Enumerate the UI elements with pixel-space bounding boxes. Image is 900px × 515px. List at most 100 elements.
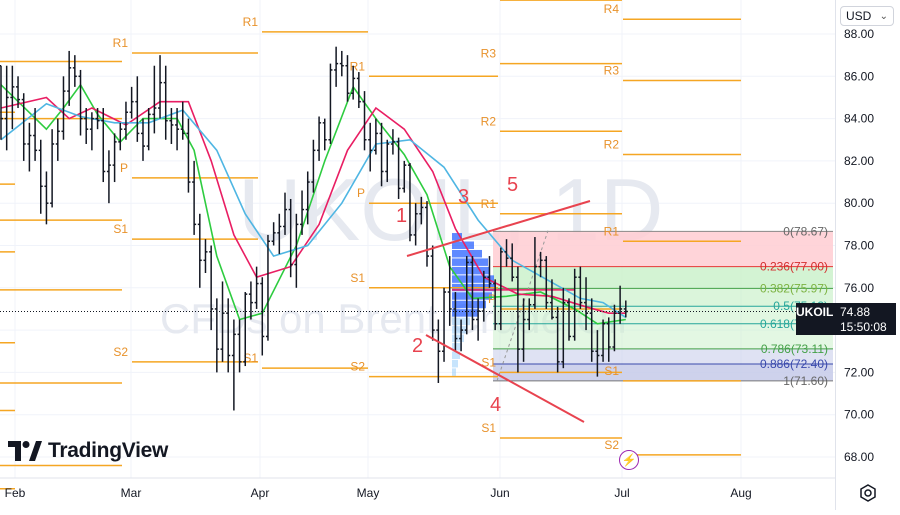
fib-zone (493, 231, 833, 267)
price-tick-label: 78.00 (844, 239, 874, 253)
ohlc-bar (584, 277, 589, 331)
lightning-icon[interactable]: ⚡ (619, 450, 639, 470)
volume-bar (452, 258, 488, 266)
fib-level-label: 0(78.67) (783, 224, 828, 238)
ohlc-bar (544, 256, 549, 309)
ohlc-bar (436, 319, 441, 383)
ohlc-bar (351, 65, 356, 100)
ohlc-bar (214, 298, 219, 373)
ohlc-bar (288, 198, 293, 278)
fib-trend-line (496, 230, 549, 382)
volume-bar (452, 249, 482, 258)
wave-label: 5 (507, 174, 518, 196)
ohlc-bar (271, 222, 276, 246)
ohlc-bar (311, 139, 316, 193)
logo-text: TradingView (48, 439, 169, 462)
ohlc-bar (21, 93, 26, 161)
ohlc-bar (78, 69, 83, 136)
ohlc-bar (67, 50, 72, 106)
price-tick-label: 76.00 (844, 281, 874, 295)
ohlc-bar (231, 319, 236, 411)
settings-icon[interactable] (858, 483, 878, 503)
ohlc-bar (527, 298, 532, 331)
ohlc-bar (123, 101, 128, 140)
ohlc-bar (368, 122, 373, 172)
ohlc-bar (317, 116, 322, 161)
ohlc-bar (470, 256, 475, 331)
ohlc-bar (487, 256, 492, 288)
ohlc-bar (453, 292, 458, 352)
wave-label: 3 (458, 186, 469, 208)
ohlc-bar (385, 139, 390, 183)
volume-bar (452, 359, 458, 368)
last-price-value: 74.88 (840, 305, 871, 319)
ohlc-bar (442, 287, 447, 362)
ohlc-bar (89, 112, 94, 151)
ohlc-bar (248, 281, 253, 320)
ohlc-bar (50, 129, 55, 208)
pivot-label: R2 (481, 114, 497, 128)
pivot-label: R1 (481, 197, 497, 211)
ohlc-bar (515, 266, 520, 373)
pivot-label: S1 (113, 222, 128, 236)
ohlc-bar (601, 319, 606, 362)
ohlc-bar (356, 72, 361, 109)
ohlc-bar (476, 298, 481, 341)
fib-zone (493, 323, 833, 349)
ohlc-bar (33, 108, 38, 161)
ohlc-bar (112, 133, 117, 183)
time-tick-label: Apr (251, 486, 270, 500)
volume-bar (452, 266, 490, 275)
ohlc-bar (498, 247, 503, 331)
pivot-label: R2 (604, 138, 620, 152)
ohlc-bar (152, 65, 157, 134)
currency-select[interactable]: USD ⌄ (840, 6, 894, 26)
fib-zone (493, 348, 833, 364)
volume-bar (452, 300, 486, 309)
ohlc-bar (158, 55, 163, 119)
time-tick-label: May (357, 486, 380, 500)
time-tick-label: Jul (614, 486, 629, 500)
pivot-label: P (488, 292, 496, 306)
ohlc-bar (339, 50, 344, 77)
ohlc-bar (555, 306, 560, 373)
ohlc-bar (61, 76, 66, 140)
ohlc-bar (129, 86, 134, 119)
ohlc-bar (300, 190, 305, 235)
bar-countdown: 15:50:08 (840, 320, 887, 334)
tradingview-logo[interactable]: TradingView (8, 439, 168, 463)
time-tick-label: Mar (121, 486, 142, 500)
price-tick-label: 70.00 (844, 408, 874, 422)
ohlc-bar (283, 192, 287, 235)
pivot-label: R1 (604, 224, 620, 238)
ohlc-bar (254, 266, 259, 309)
wave-annotations[interactable]: 1 2 3 4 5 (396, 174, 591, 423)
price-axis-labels: 68.0070.0072.0074.0076.0078.0080.0082.00… (844, 27, 874, 464)
lower-trendline (425, 334, 585, 423)
fibonacci-retracement[interactable]: 0(78.67)0.236(77.00)0.382(75.97)0.5(75.1… (493, 224, 833, 388)
volume-bar (452, 351, 460, 359)
ohlc-bar (362, 91, 367, 151)
pivot-label: R3 (481, 47, 497, 61)
ohlc-bar (209, 245, 214, 331)
wave-label: 2 (412, 335, 423, 357)
pivot-label: S1 (243, 351, 258, 365)
ohlc-bar (322, 118, 327, 151)
fib-zone (493, 266, 833, 289)
ohlc-bar (44, 171, 49, 225)
price-axis[interactable]: 68.0070.0072.0074.0076.0078.0080.0082.00… (835, 0, 900, 510)
ohlc-bar (265, 234, 270, 341)
ohlc-bar (447, 256, 452, 326)
ohlc-bar (38, 139, 43, 214)
pivot-label: S1 (481, 355, 496, 369)
time-axis[interactable]: Feb Mar Apr May Jun Jul Aug (0, 477, 835, 500)
fib-zone (493, 288, 833, 307)
ohlc-bar (192, 160, 197, 235)
ohlc-bar (419, 196, 424, 225)
ohlc-bar (430, 245, 435, 341)
price-tick-label: 72.00 (844, 365, 874, 379)
ohlc-bar (305, 171, 310, 225)
pivot-label: P (357, 186, 365, 200)
ohlc-bar (373, 118, 378, 155)
